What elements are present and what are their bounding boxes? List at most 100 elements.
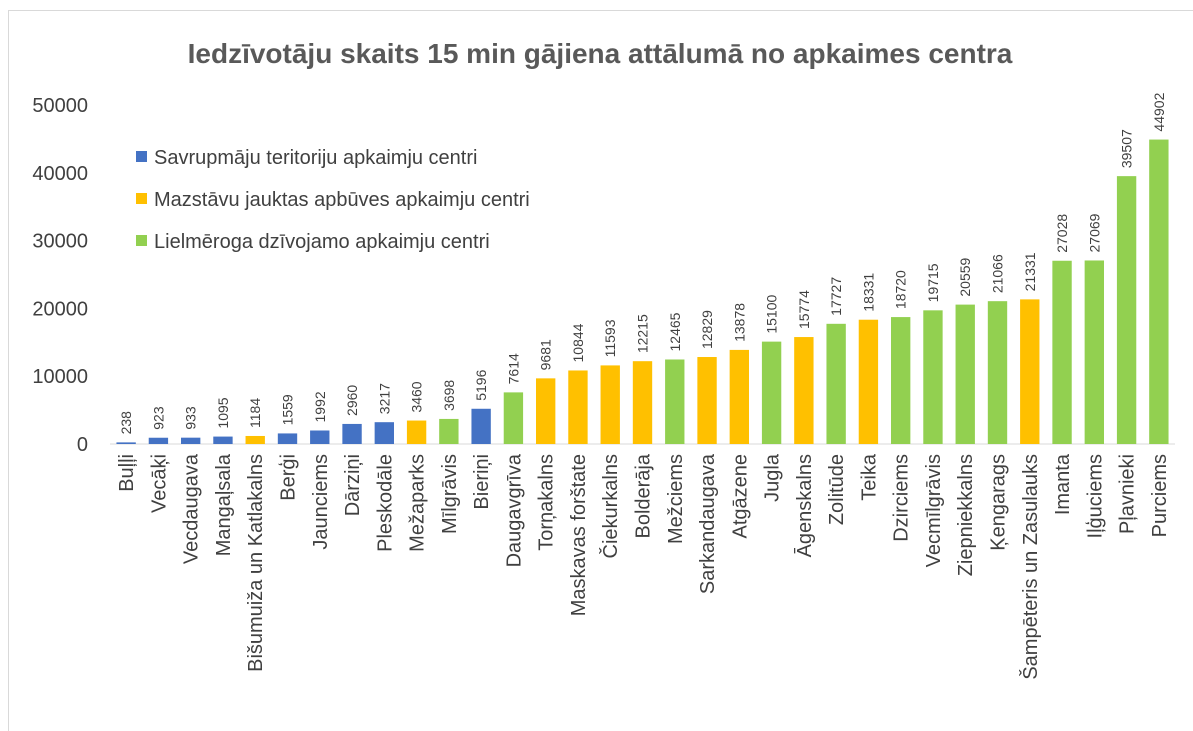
x-tick-label: Āgenskalns bbox=[793, 454, 816, 557]
value-label: 12215 bbox=[635, 314, 651, 353]
legend-label: Lielmēroga dzīvojamo apkaimju centri bbox=[154, 231, 490, 253]
value-label: 27028 bbox=[1054, 214, 1070, 253]
value-label: 21331 bbox=[1022, 252, 1038, 291]
bar bbox=[116, 442, 136, 444]
y-tick-label: 0 bbox=[77, 434, 88, 456]
x-tick-label: Vecmīlgrāvis bbox=[923, 454, 945, 567]
value-label: 21066 bbox=[990, 254, 1006, 293]
bar bbox=[729, 349, 749, 444]
value-label: 11593 bbox=[602, 319, 618, 357]
bar bbox=[665, 359, 685, 444]
x-tick-label: Iļģuciems bbox=[1084, 454, 1106, 538]
bar bbox=[374, 422, 394, 444]
value-label: 27069 bbox=[1086, 213, 1102, 252]
x-tick-label: Bišumuiža un Katlakalns bbox=[245, 454, 267, 672]
chart-title: Iedzīvotāju skaits 15 min gājiena attālu… bbox=[187, 38, 1013, 69]
x-tick-label: Zolitūde bbox=[826, 454, 848, 525]
value-label: 12829 bbox=[699, 310, 715, 349]
bar bbox=[245, 435, 265, 444]
value-label: 1184 bbox=[247, 398, 263, 428]
value-label: 2960 bbox=[344, 385, 360, 416]
value-label: 15774 bbox=[796, 290, 812, 329]
value-label: 7614 bbox=[505, 353, 521, 384]
bar bbox=[310, 430, 330, 444]
bar bbox=[406, 420, 427, 444]
x-tick-label: Mežciems bbox=[665, 454, 687, 544]
bar bbox=[536, 378, 556, 444]
x-tick-label: Sarkandaugava bbox=[697, 453, 719, 594]
x-tick-label: Jugla bbox=[762, 453, 784, 502]
value-label: 20559 bbox=[957, 257, 973, 296]
y-tick-label: 20000 bbox=[32, 298, 88, 320]
x-tick-label: Ziepniekkalns bbox=[955, 454, 977, 576]
bar bbox=[858, 319, 879, 444]
value-label: 18720 bbox=[893, 270, 909, 309]
x-tick-label: Vecāķi bbox=[148, 454, 170, 513]
bar bbox=[987, 301, 1008, 444]
x-tick-label: Bolderāja bbox=[633, 453, 655, 538]
bar bbox=[503, 392, 524, 444]
bar bbox=[891, 317, 911, 444]
value-label: 5196 bbox=[473, 369, 489, 400]
x-tick-label: Mežaparks bbox=[407, 454, 429, 552]
x-tick-label: Čiekurkalns bbox=[599, 454, 622, 558]
legend-swatch bbox=[136, 193, 147, 204]
legend-label: Mazstāvu jauktas apbūves apkaimju centri bbox=[154, 189, 530, 211]
y-tick-label: 40000 bbox=[32, 163, 88, 185]
x-tick-label: Purciems bbox=[1149, 454, 1171, 537]
bar bbox=[181, 437, 201, 444]
x-tick-label: Dzirciems bbox=[891, 454, 913, 542]
x-tick-label: Teika bbox=[858, 453, 880, 501]
value-label: 19715 bbox=[925, 263, 941, 302]
bar bbox=[761, 341, 782, 444]
x-tick-label: Pļavnieki bbox=[1117, 454, 1139, 534]
value-label: 10844 bbox=[570, 323, 586, 362]
x-tick-label: Mīlgrāvis bbox=[439, 454, 461, 534]
x-tick-label: Ķengarags bbox=[988, 454, 1010, 551]
value-label: 1992 bbox=[312, 391, 328, 422]
bar bbox=[1149, 139, 1169, 444]
bar bbox=[471, 408, 491, 444]
value-label: 3460 bbox=[409, 381, 425, 412]
x-tick-label: Bieriņi bbox=[471, 454, 493, 510]
value-label: 238 bbox=[118, 411, 134, 435]
value-label: 1559 bbox=[280, 394, 296, 425]
bar bbox=[342, 423, 362, 444]
x-tick-label: Atgāzene bbox=[729, 454, 751, 539]
x-tick-label: Imanta bbox=[1052, 453, 1074, 515]
bar bbox=[568, 370, 588, 444]
x-tick-label: Mangaļsala bbox=[213, 453, 235, 556]
x-tick-label: Jaunciems bbox=[310, 454, 332, 550]
bar bbox=[794, 337, 814, 444]
value-label: 17727 bbox=[828, 277, 844, 316]
bar bbox=[632, 361, 653, 444]
value-label: 1095 bbox=[215, 397, 231, 428]
value-label: 923 bbox=[150, 406, 166, 430]
value-label: 3217 bbox=[376, 383, 392, 414]
x-tick-label: Torņakalns bbox=[536, 454, 558, 551]
legend-swatch bbox=[136, 151, 147, 162]
value-label: 18331 bbox=[860, 273, 876, 312]
bar bbox=[826, 323, 846, 444]
legend-box bbox=[128, 138, 598, 266]
legend-swatch bbox=[136, 235, 147, 246]
x-tick-label: Buļļi bbox=[116, 454, 138, 492]
y-tick-label: 10000 bbox=[32, 366, 88, 388]
x-tick-label: Vecdaugava bbox=[181, 453, 203, 564]
bar bbox=[148, 437, 169, 444]
y-tick-label: 30000 bbox=[32, 231, 88, 253]
bar bbox=[1116, 176, 1137, 444]
value-label: 13878 bbox=[731, 303, 747, 342]
x-tick-label: Pleskodāle bbox=[374, 454, 396, 552]
bar bbox=[213, 436, 233, 444]
legend-label: Savrupmāju teritoriju apkaimju centri bbox=[154, 147, 477, 169]
bar bbox=[923, 310, 943, 444]
x-tick-label: Berģi bbox=[278, 454, 300, 501]
value-label: 15100 bbox=[764, 294, 780, 333]
chart-border bbox=[8, 10, 1193, 731]
value-label: 12465 bbox=[667, 312, 683, 351]
value-label: 44902 bbox=[1151, 92, 1167, 131]
bar bbox=[1052, 260, 1072, 444]
